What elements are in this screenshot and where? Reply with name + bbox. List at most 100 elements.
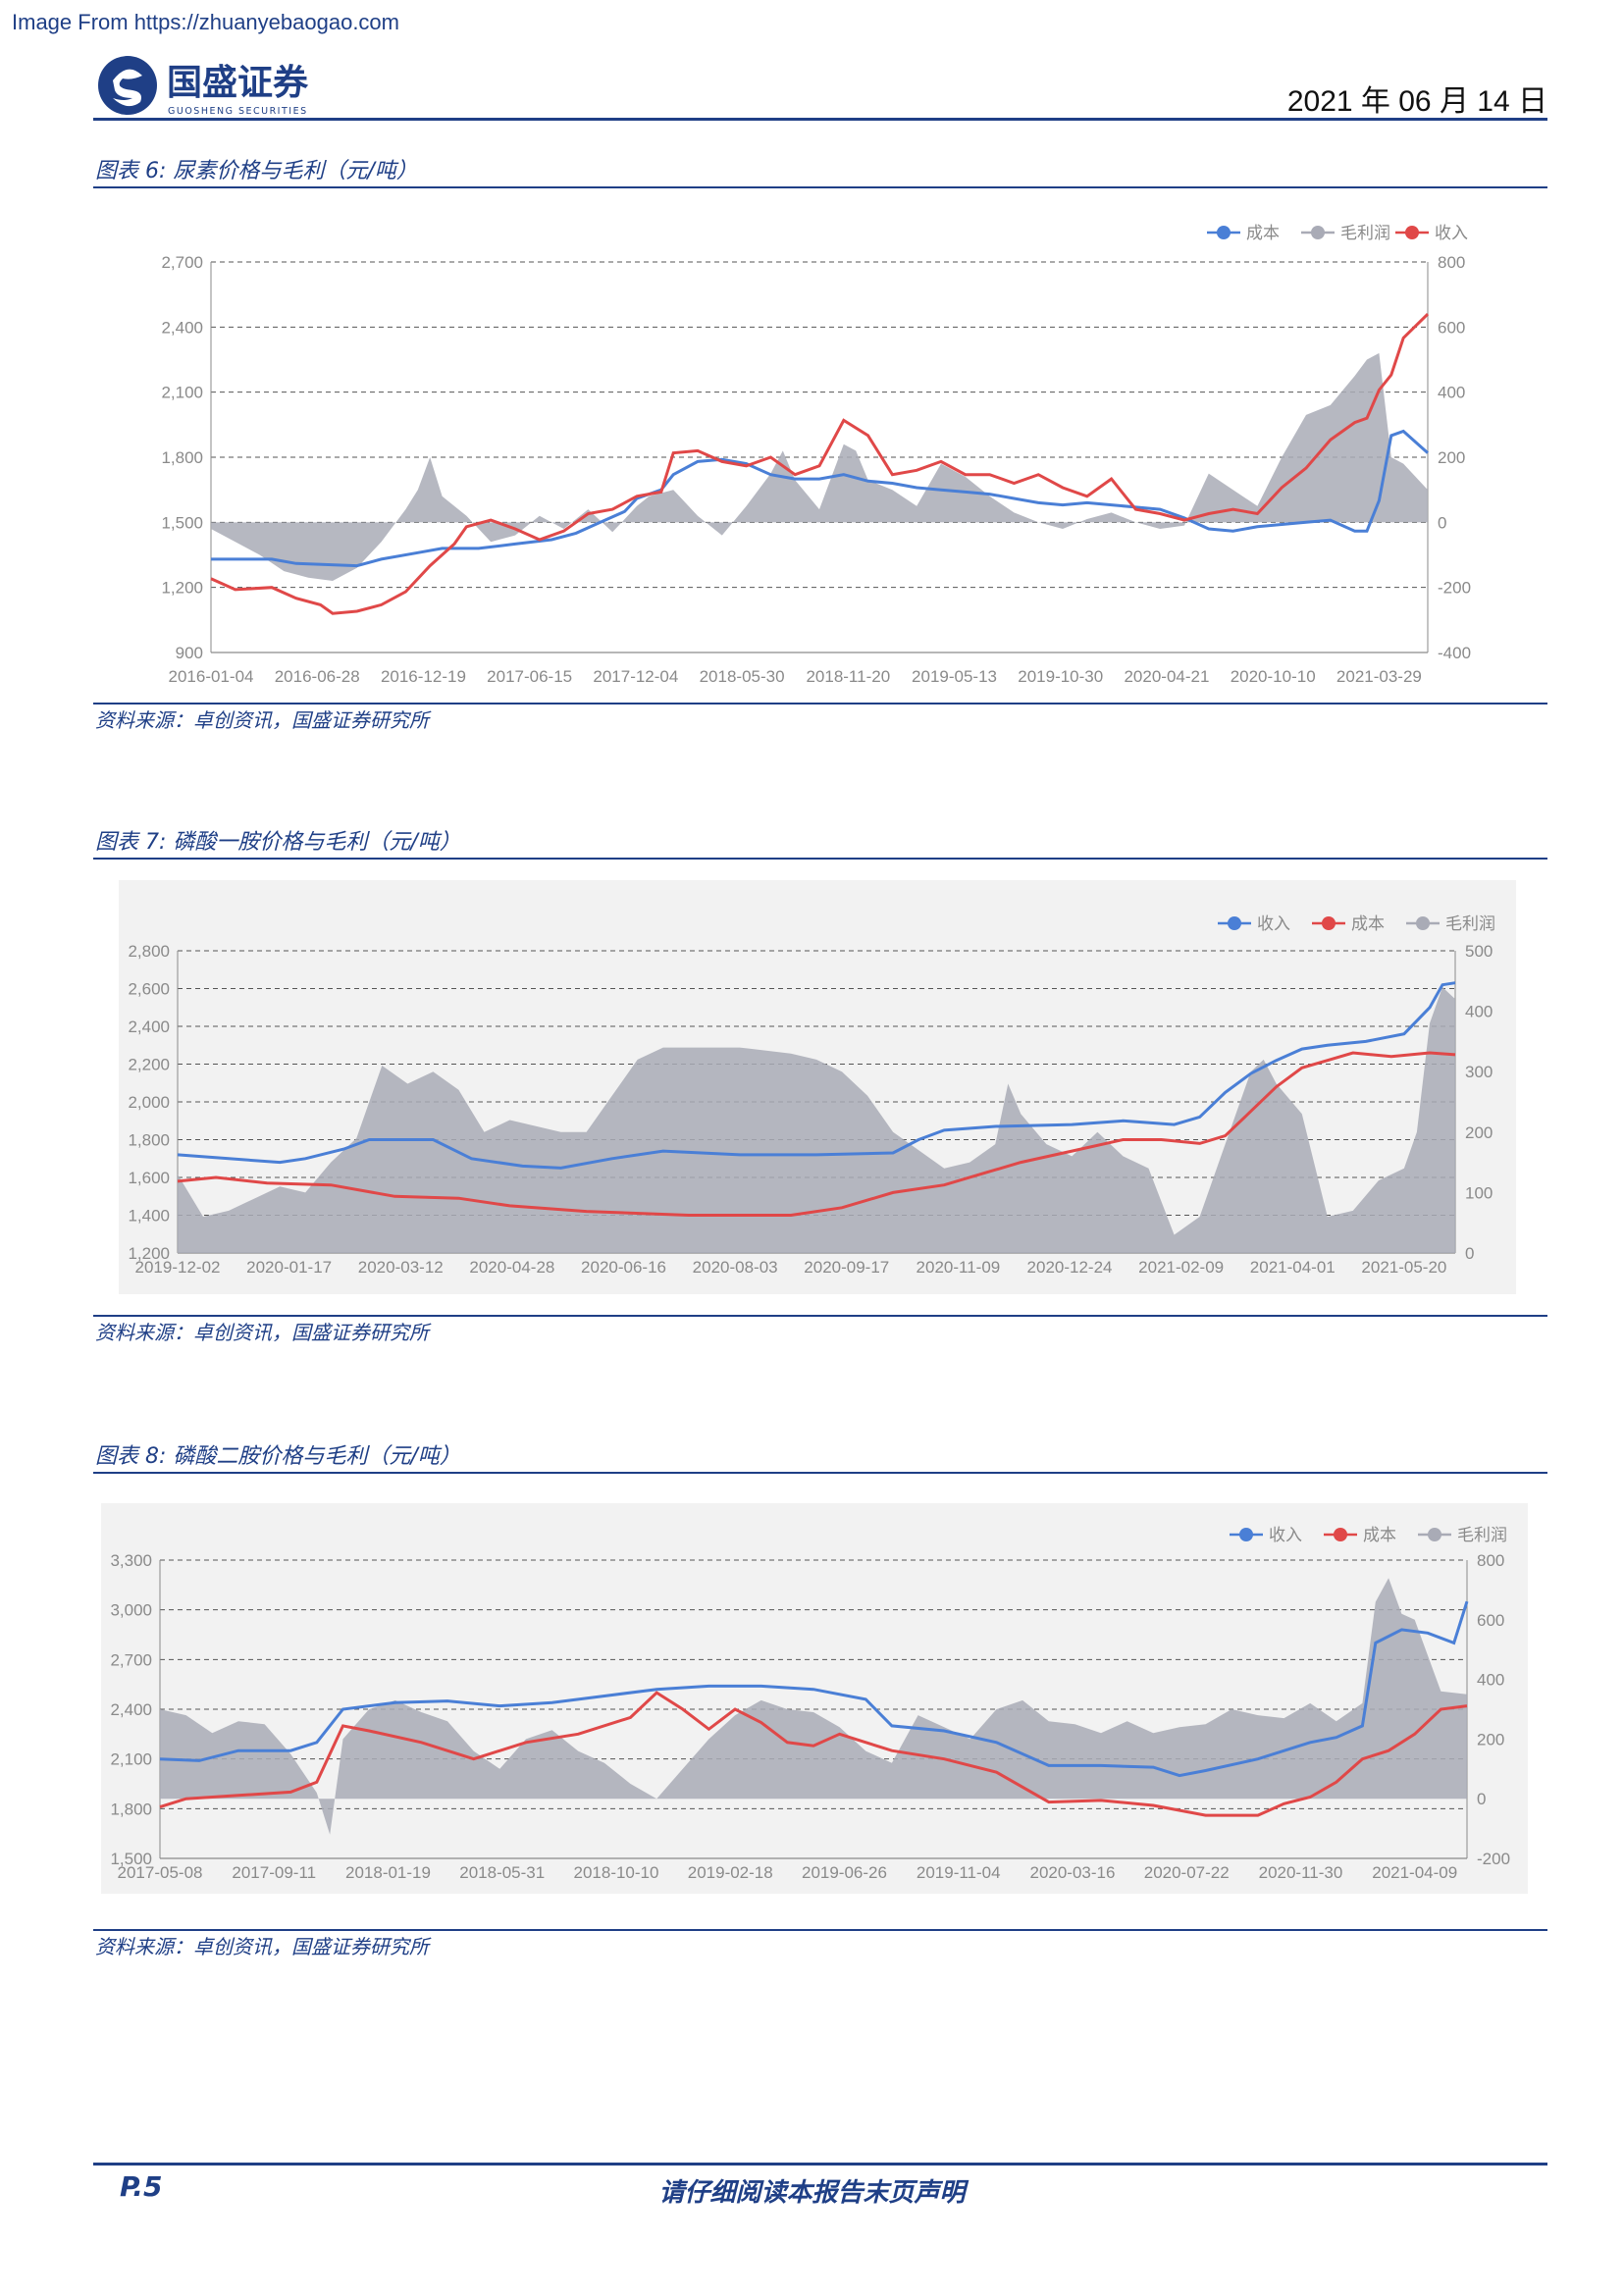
y2-tick-label: 300: [1465, 1063, 1493, 1081]
y2-tick-label: 600: [1477, 1611, 1504, 1630]
x-tick-label: 2018-01-19: [345, 1863, 431, 1882]
series-line-收入: [159, 1600, 1469, 1778]
chart-map-svg: 2,800 2,600 2,400 2,200 2,000 1,800 1,600 1,400…: [119, 880, 1516, 1294]
legend-label: 毛利润: [1457, 1526, 1507, 1544]
figure-7-title: 图表 7: 磷酸一胺价格与毛利（元/吨）: [95, 830, 461, 855]
y-tick-label: 2,200: [128, 1056, 170, 1074]
x-tick-label: 2017-12-04: [593, 667, 678, 686]
company-logo: 国盛证券 GUOSHENG SECURITIES: [93, 51, 339, 120]
series-line-收入: [210, 313, 1430, 615]
y2-tick-label: 200: [1438, 448, 1465, 467]
legend-marker: [1239, 1528, 1253, 1541]
x-tick-label: 2019-10-30: [1018, 667, 1103, 686]
legend-marker: [1405, 226, 1419, 239]
x-tick-label: 2020-08-03: [693, 1258, 778, 1277]
series-line-成本: [159, 1691, 1468, 1817]
y-tick-label: 1,500: [110, 1850, 152, 1868]
x-tick-label: 2019-06-26: [802, 1863, 887, 1882]
series-area-毛利润: [211, 352, 1428, 581]
y2-tick-label: -400: [1438, 644, 1471, 662]
figure-7-bottom-rule: [93, 1315, 1547, 1317]
y2-tick-label: 0: [1465, 1244, 1474, 1263]
chart-dap-svg: 3,300 3,000 2,700 2,400 2,100 1,800 1,500 800 60…: [101, 1503, 1528, 1894]
x-tick-label: 2019-05-13: [912, 667, 997, 686]
y2-tick-label: 200: [1477, 1730, 1504, 1748]
figure-6-bottom-rule: [93, 703, 1547, 704]
y-tick-label: 1,400: [128, 1207, 170, 1226]
y-tick-label: 3,000: [110, 1601, 152, 1620]
x-tick-label: 2016-06-28: [275, 667, 360, 686]
y2-tick-label: 800: [1477, 1551, 1504, 1570]
y-tick-label: 1,800: [110, 1800, 152, 1818]
x-tick-label: 2020-11-09: [917, 1258, 1001, 1277]
header-divider: [93, 118, 1547, 121]
chart-dap: 3,300 3,000 2,700 2,400 2,100 1,800 1,500 800 60…: [101, 1503, 1528, 1894]
y2-tick-label: 100: [1465, 1183, 1493, 1202]
figure-8-bottom-rule: [93, 1929, 1547, 1931]
x-tick-label: 2021-03-29: [1336, 667, 1422, 686]
x-tick-label: 2020-11-30: [1259, 1863, 1343, 1882]
y2-tick-label: 400: [1438, 384, 1465, 402]
y2-tick-label: 200: [1465, 1123, 1493, 1142]
legend-label: 成本: [1351, 914, 1385, 933]
figure-7-top-rule: [93, 858, 1547, 860]
legend-marker: [1217, 226, 1231, 239]
x-tick-label: 2020-03-16: [1029, 1863, 1115, 1882]
x-tick-label: 2020-06-16: [581, 1258, 666, 1277]
report-date: 2021 年 06 月 14 日: [1286, 85, 1547, 118]
figure-6-top-rule: [93, 186, 1547, 188]
series-area-毛利润: [178, 987, 1455, 1253]
page-number: P.5: [120, 2170, 163, 2203]
y-tick-label: 2,100: [161, 384, 203, 402]
x-tick-label: 2016-01-04: [169, 667, 254, 686]
legend-label: 成本: [1363, 1526, 1396, 1544]
logo-en-text: GUOSHENG SECURITIES: [168, 106, 308, 117]
x-tick-label: 2020-04-28: [469, 1258, 554, 1277]
x-tick-label: 2020-04-21: [1124, 667, 1209, 686]
x-tick-label: 2019-12-02: [135, 1258, 221, 1277]
chart-urea-svg: 2,700 2,400 2,100 1,800 1,500 1,200 900 800 600 4…: [147, 211, 1501, 697]
x-tick-label: 2020-01-17: [246, 1258, 332, 1277]
x-tick-label: 2017-06-15: [487, 667, 572, 686]
y2-tick-label: 400: [1465, 1003, 1493, 1021]
y-tick-label: 1,200: [128, 1244, 170, 1263]
y-tick-label: 2,700: [110, 1650, 152, 1669]
y-tick-label: 1,800: [128, 1131, 170, 1150]
y-tick-label: 2,100: [110, 1750, 152, 1769]
series-line-成本: [211, 429, 1429, 568]
x-tick-label: 2021-05-20: [1361, 1258, 1446, 1277]
y-tick-label: 1,600: [128, 1169, 170, 1187]
legend-label: 成本: [1246, 224, 1280, 242]
x-tick-label: 2021-02-09: [1138, 1258, 1224, 1277]
x-tick-label: 2018-05-31: [459, 1863, 545, 1882]
legend-marker: [1428, 1528, 1441, 1541]
x-tick-label: 2018-10-10: [574, 1863, 659, 1882]
x-tick-label: 2020-09-17: [804, 1258, 889, 1277]
legend-label: 收入: [1435, 224, 1468, 242]
legend-marker: [1416, 916, 1430, 930]
y2-tick-label: -200: [1477, 1850, 1510, 1868]
chart-map: 2,800 2,600 2,400 2,200 2,000 1,800 1,600 1,400…: [119, 880, 1516, 1294]
figure-6-title: 图表 6: 尿素价格与毛利（元/吨）: [95, 159, 418, 183]
figure-8-source: 资料来源：卓创资讯，国盛证券研究所: [95, 1935, 429, 1958]
y-tick-label: 2,700: [161, 253, 203, 272]
legend-marker: [1334, 1528, 1347, 1541]
chart-urea: 2,700 2,400 2,100 1,800 1,500 1,200 900 800 600 4…: [147, 211, 1501, 697]
figure-7-source: 资料来源：卓创资讯，国盛证券研究所: [95, 1321, 429, 1344]
x-tick-label: 2020-10-10: [1231, 667, 1316, 686]
y-tick-label: 1,500: [161, 513, 203, 532]
y2-tick-label: 600: [1438, 318, 1465, 337]
figure-8-top-rule: [93, 1472, 1547, 1474]
chart-background: [101, 1503, 1528, 1894]
figure-6-source: 资料来源：卓创资讯，国盛证券研究所: [95, 708, 429, 732]
x-tick-label: 2019-02-18: [688, 1863, 773, 1882]
legend-label: 收入: [1257, 914, 1290, 933]
legend-marker: [1322, 916, 1336, 930]
footer-divider: [93, 2163, 1547, 2166]
x-tick-label: 2020-12-24: [1027, 1258, 1113, 1277]
series-line-收入: [177, 981, 1456, 1170]
y2-tick-label: 0: [1438, 513, 1446, 532]
x-tick-label: 2018-11-20: [806, 667, 890, 686]
figure-8-title: 图表 8: 磷酸二胺价格与毛利（元/吨）: [95, 1444, 461, 1469]
y2-tick-label: 400: [1477, 1671, 1504, 1690]
